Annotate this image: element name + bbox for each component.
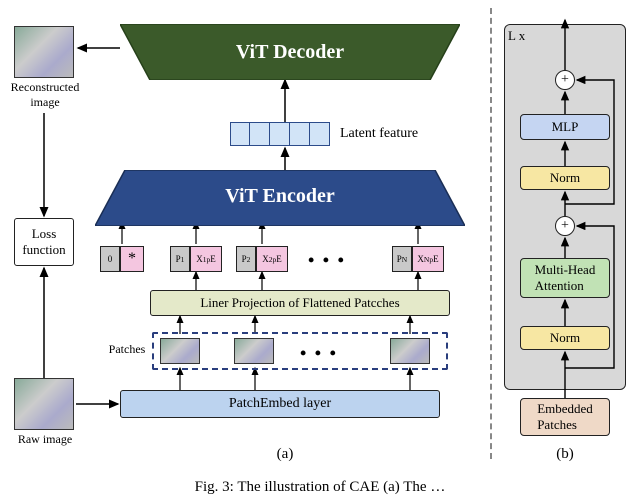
- arrows-right: [0, 0, 640, 475]
- figure-caption: Fig. 3: The illustration of CAE (a) The …: [0, 475, 640, 496]
- caption-prefix: Fig. 3:: [195, 479, 234, 495]
- caption-rest: The illustration of CAE (a) The …: [234, 479, 446, 495]
- sub-b: (b): [540, 446, 590, 463]
